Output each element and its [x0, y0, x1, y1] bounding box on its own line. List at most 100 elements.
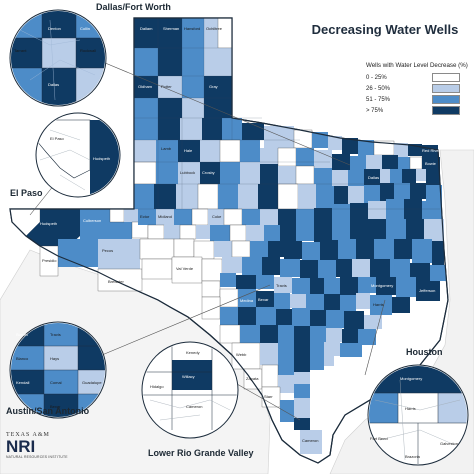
county-jefferson [416, 281, 440, 301]
county-fannin [394, 143, 408, 157]
county-baylor [277, 147, 297, 167]
county-falls [302, 242, 320, 260]
county-matagorda [340, 343, 362, 357]
label-travis: Travis [276, 283, 287, 288]
label-lamb: Lamb [161, 146, 172, 151]
county-wichita [312, 132, 328, 148]
county-newton [412, 239, 432, 263]
county-sabine [424, 219, 444, 241]
label-redriver: Red River [422, 148, 440, 153]
county-bexar [256, 291, 274, 307]
county-hockley [156, 162, 178, 184]
county-smith [410, 183, 426, 199]
county-atascosa [256, 307, 276, 325]
county-clay [328, 136, 342, 150]
county-menard [214, 241, 232, 257]
county-madison [336, 259, 352, 277]
county-lee [310, 278, 324, 294]
county-lynn [176, 184, 198, 209]
county-kleberg [294, 384, 310, 398]
county-orange [430, 265, 446, 281]
county-bailey [134, 140, 156, 162]
county-cottle [240, 140, 260, 162]
label-midland: Midland [158, 214, 172, 219]
county-cameron [300, 430, 322, 454]
county-irion [196, 225, 210, 239]
county-jimhogg [261, 364, 279, 388]
county-jackson [326, 328, 342, 342]
county-kent [218, 184, 238, 209]
label-inset-burnet: Burnet [16, 332, 29, 337]
county-culberson [80, 209, 110, 239]
county-webb [231, 342, 261, 370]
county-waller [356, 293, 370, 309]
county-calhoun [324, 342, 340, 356]
county-williamson [280, 259, 300, 277]
county-runnels [223, 208, 243, 226]
county-maverick [201, 296, 221, 320]
inset-label-dallas: Dallas/Fort Worth [96, 2, 171, 12]
county-armstrong [182, 98, 204, 118]
county-titus [409, 156, 423, 170]
county-houston [356, 239, 374, 259]
county-robertson [320, 240, 338, 260]
county-lavaca [310, 310, 326, 326]
county-brazoria [358, 329, 376, 345]
county-wilson [276, 309, 292, 325]
inset-elpaso [35, 112, 121, 198]
county-pecos [98, 239, 140, 269]
logo-subtitle: NATURAL RESOURCES INSTITUTE [6, 455, 68, 459]
label-inset-comal: Comal [50, 380, 62, 385]
county-moore [158, 48, 182, 76]
county-coleman [242, 209, 260, 225]
county-donley [204, 98, 232, 118]
county-limestone [332, 222, 350, 240]
county-oldham [134, 76, 158, 98]
legend-label: 0 - 25% [366, 74, 387, 81]
county-angelina [374, 239, 394, 259]
label-lubbock: Lubbock [180, 170, 195, 175]
county-hamilton [296, 209, 314, 225]
legend-title: Wells with Water Level Decrease (%) [366, 62, 468, 69]
county-young [295, 165, 315, 185]
county-palopinto [314, 168, 332, 186]
logo-university: TEXAS A&M [6, 432, 50, 438]
label-pecos: Pecos [102, 248, 113, 253]
county-johnson [348, 186, 364, 204]
label-inset-elpaso: El Paso [50, 136, 65, 141]
label-inset-willacy: Willacy [182, 374, 195, 379]
label-hudspeth: Hudspeth [40, 221, 57, 226]
legend-item: > 75% [366, 105, 470, 116]
county-kimble [222, 257, 242, 273]
county-mcmullen [260, 325, 278, 343]
county-parmer [134, 118, 158, 140]
county-kerr [236, 275, 256, 289]
label-hale: Hale [184, 148, 193, 153]
county-chambers [392, 297, 410, 313]
county-liveoak [278, 341, 294, 359]
county-haskell [258, 184, 278, 209]
inset-rgv [141, 341, 239, 439]
county-starr [261, 386, 281, 408]
county-hill [332, 204, 350, 222]
county-brewster [97, 268, 143, 292]
county-yoakum [134, 184, 154, 209]
county-jeffdavis [58, 239, 98, 267]
nri-logo: TEXAS A&M NRI NATURAL RESOURCES INSTITUT… [6, 432, 70, 459]
county-hardin [410, 263, 430, 281]
county-mclennan [314, 224, 332, 242]
county-bee [294, 342, 310, 358]
county-stephens [298, 184, 316, 209]
legend-label: 51 - 75% [366, 96, 391, 103]
county-frio [238, 307, 256, 325]
county-camp [416, 169, 426, 181]
county-hutchinson [182, 48, 204, 76]
county-sanpatricio [294, 358, 310, 372]
county-knox [260, 164, 278, 184]
county-winkler [124, 209, 138, 222]
label-sherman: Sherman [163, 26, 179, 31]
county-austin [340, 295, 356, 311]
county-briscoe [202, 118, 222, 140]
county-wise [332, 154, 350, 170]
county-hunt [382, 155, 398, 169]
